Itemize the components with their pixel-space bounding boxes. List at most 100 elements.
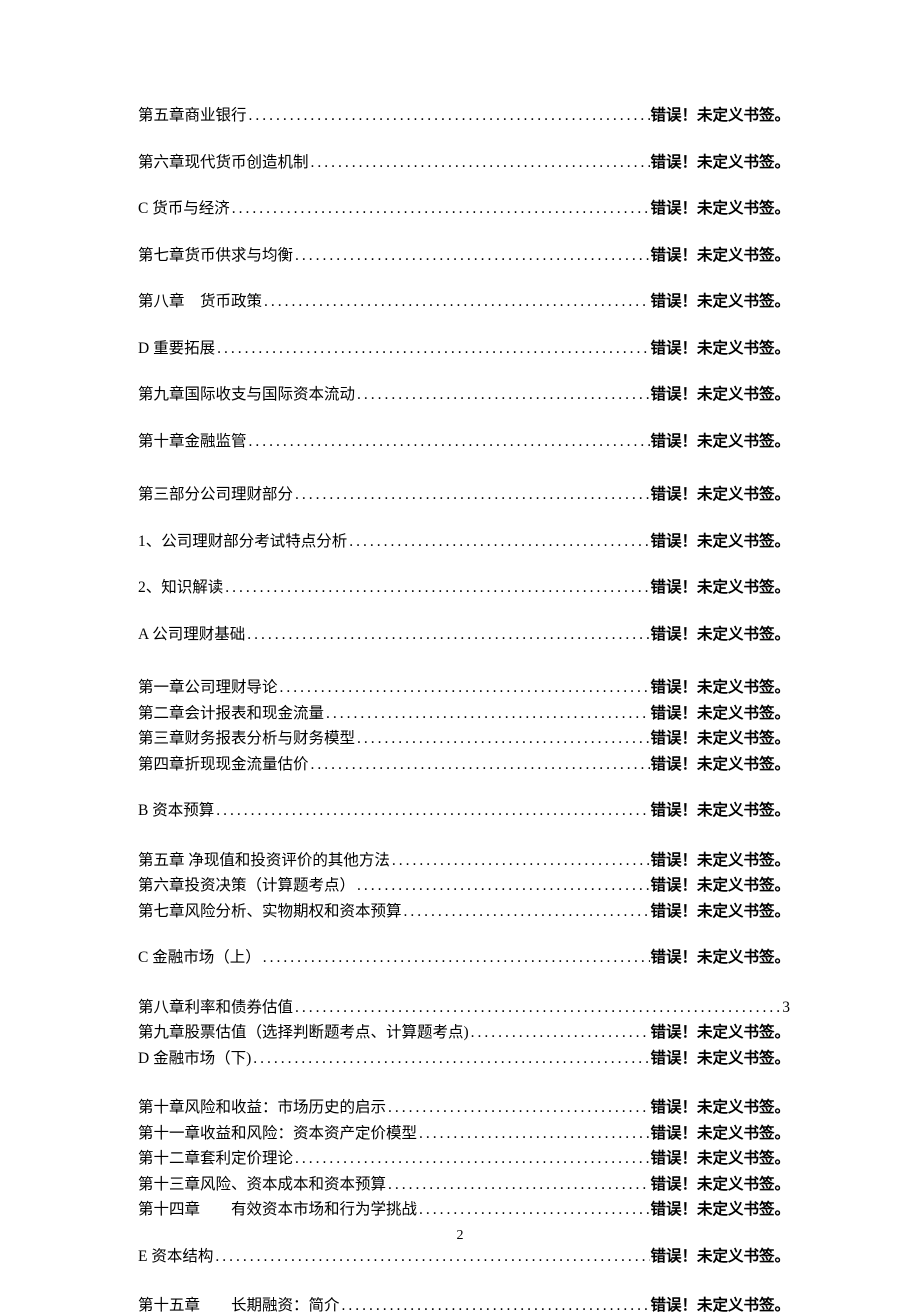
toc-entry[interactable]: 2、知识解读..................................…: [138, 580, 790, 596]
toc-entry-label: 第五章 净现值和投资评价的其他方法: [138, 853, 390, 869]
toc-entry[interactable]: 第五章商业银行.................................…: [138, 108, 790, 124]
toc-entry-page: 错误！未定义书签。: [650, 341, 790, 357]
toc-dots: ........................................…: [347, 534, 650, 550]
toc-entry-page: 错误！未定义书签。: [650, 155, 790, 171]
toc-entry-page: 错误！未定义书签。: [650, 680, 790, 696]
toc-dots: ........................................…: [261, 950, 651, 966]
toc-entry[interactable]: 第五章 净现值和投资评价的其他方法.......................…: [138, 853, 790, 869]
toc-dots: ........................................…: [215, 341, 650, 357]
toc-dots: ........................................…: [230, 201, 651, 217]
toc-entry-label: C 货币与经济: [138, 201, 230, 217]
toc-entry-label: 第八章 货币政策: [138, 294, 262, 310]
toc-entry-page: 错误！未定义书签。: [650, 757, 790, 773]
toc-entry-label: C 金融市场（上）: [138, 950, 261, 966]
toc-entry-label: 1、公司理财部分考试特点分析: [138, 534, 347, 550]
toc-entry-label: 第四章折现现金流量估价: [138, 757, 309, 773]
toc-entry-label: D 金融市场（下): [138, 1051, 251, 1067]
toc-entry-label: 第九章国际收支与国际资本流动: [138, 387, 355, 403]
toc-entry-page: 错误！未定义书签。: [650, 1249, 790, 1265]
toc-entry[interactable]: 第六章现代货币创造机制.............................…: [138, 155, 790, 171]
toc-dots: ........................................…: [309, 757, 651, 773]
toc-entry-page: 错误！未定义书签。: [650, 706, 790, 722]
toc-entry-label: 2、知识解读: [138, 580, 223, 596]
toc-entry-label: 第十章风险和收益：市场历史的启示: [138, 1100, 386, 1116]
toc-entry-label: 第五章商业银行: [138, 108, 247, 124]
toc-entry[interactable]: 第四章折现现金流量估价.............................…: [138, 757, 790, 773]
toc-entry-label: D 重要拓展: [138, 341, 215, 357]
toc-entry[interactable]: C 货币与经济.................................…: [138, 201, 790, 217]
toc-entry[interactable]: 1、公司理财部分考试特点分析..........................…: [138, 534, 790, 550]
toc-entry[interactable]: D 重要拓展..................................…: [138, 341, 790, 357]
toc-entry[interactable]: C 金融市场（上）...............................…: [138, 950, 790, 966]
toc-entry-label: 第一章公司理财导论: [138, 680, 278, 696]
toc-entry-page: 错误！未定义书签。: [650, 201, 790, 217]
toc-entry[interactable]: 第九章股票估值（选择判断题考点、计算题考点)..................…: [138, 1025, 790, 1041]
toc-entry[interactable]: A 公司理财基础................................…: [138, 627, 790, 643]
toc-entry-page: 3: [782, 1000, 790, 1016]
toc-dots: ........................................…: [402, 904, 651, 920]
toc-entry-page: 错误！未定义书签。: [650, 1025, 790, 1041]
toc-entry-label: 第三部分公司理财部分: [138, 487, 293, 503]
toc-entry[interactable]: 第八章 货币政策................................…: [138, 294, 790, 310]
toc-dots: ........................................…: [293, 1000, 782, 1016]
toc-dots: ........................................…: [214, 803, 650, 819]
toc-entry-page: 错误！未定义书签。: [650, 1202, 790, 1218]
toc-page: 第五章商业银行.................................…: [0, 0, 920, 1314]
toc-entry[interactable]: 第二章会计报表和现金流量............................…: [138, 706, 790, 722]
toc-entry[interactable]: 第十三章风险、资本成本和资本预算........................…: [138, 1177, 790, 1193]
toc-entry-page: 错误！未定义书签。: [650, 904, 790, 920]
toc-entry[interactable]: 第七章风险分析、实物期权和资本预算.......................…: [138, 904, 790, 920]
toc-entry[interactable]: 第八章利率和债券估值..............................…: [138, 1000, 790, 1016]
toc-entry-label: 第二章会计报表和现金流量: [138, 706, 324, 722]
toc-dots: ........................................…: [390, 853, 651, 869]
toc-entry-label: 第十一章收益和风险：资本资产定价模型: [138, 1126, 417, 1142]
toc-entry-label: 第十章金融监管: [138, 434, 247, 450]
toc-entry[interactable]: 第十五章 长期融资：简介............................…: [138, 1298, 790, 1314]
toc-entry-label: 第九章股票估值（选择判断题考点、计算题考点): [138, 1025, 469, 1041]
toc-entry[interactable]: 第十章金融监管.................................…: [138, 434, 790, 450]
toc-dots: ........................................…: [247, 108, 651, 124]
toc-entry[interactable]: E 资本结构..................................…: [138, 1249, 790, 1265]
toc-dots: ........................................…: [355, 387, 650, 403]
toc-entry-label: 第三章财务报表分析与财务模型: [138, 731, 355, 747]
toc-entry-label: 第十五章 长期融资：简介: [138, 1298, 340, 1314]
toc-entry[interactable]: D 金融市场（下)...............................…: [138, 1051, 790, 1067]
toc-entry-page: 错误！未定义书签。: [650, 950, 790, 966]
toc-entry-page: 错误！未定义书签。: [650, 853, 790, 869]
toc-entry-label: A 公司理财基础: [138, 627, 245, 643]
toc-entry[interactable]: 第十四章 有效资本市场和行为学挑战.......................…: [138, 1202, 790, 1218]
toc-entry-page: 错误！未定义书签。: [650, 294, 790, 310]
toc-entry-page: 错误！未定义书签。: [650, 1177, 790, 1193]
toc-entry[interactable]: 第九章国际收支与国际资本流动..........................…: [138, 387, 790, 403]
toc-entry[interactable]: 第一章公司理财导论...............................…: [138, 680, 790, 696]
toc-entry[interactable]: 第六章投资决策（计算题考点）..........................…: [138, 878, 790, 894]
toc-entry-page: 错误！未定义书签。: [650, 1100, 790, 1116]
toc-dots: ........................................…: [293, 248, 650, 264]
toc-entry-label: 第十四章 有效资本市场和行为学挑战: [138, 1202, 417, 1218]
toc-dots: ........................................…: [278, 680, 651, 696]
toc-entry[interactable]: 第三章财务报表分析与财务模型..........................…: [138, 731, 790, 747]
toc-dots: ........................................…: [355, 731, 650, 747]
toc-dots: ........................................…: [386, 1100, 650, 1116]
toc-entry-label: 第十三章风险、资本成本和资本预算: [138, 1177, 386, 1193]
page-number: 2: [0, 1228, 920, 1244]
toc-entry[interactable]: 第三部分公司理财部分..............................…: [138, 487, 790, 503]
toc-entry[interactable]: 第十二章套利定价理论..............................…: [138, 1151, 790, 1167]
toc-entry[interactable]: 第七章货币供求与均衡..............................…: [138, 248, 790, 264]
toc-entry[interactable]: 第十章风险和收益：市场历史的启示........................…: [138, 1100, 790, 1116]
toc-entry-label: B 资本预算: [138, 803, 214, 819]
toc-list: 第五章商业银行.................................…: [138, 108, 790, 1314]
toc-entry-page: 错误！未定义书签。: [650, 803, 790, 819]
toc-entry-page: 错误！未定义书签。: [650, 534, 790, 550]
toc-entry-page: 错误！未定义书签。: [650, 1051, 790, 1067]
toc-entry-page: 错误！未定义书签。: [650, 878, 790, 894]
toc-entry-page: 错误！未定义书签。: [650, 1151, 790, 1167]
toc-dots: ........................................…: [251, 1051, 650, 1067]
toc-entry[interactable]: B 资本预算..................................…: [138, 803, 790, 819]
toc-dots: ........................................…: [213, 1249, 650, 1265]
toc-entry-page: 错误！未定义书签。: [650, 434, 790, 450]
toc-entry-page: 错误！未定义书签。: [650, 627, 790, 643]
toc-dots: ........................................…: [355, 878, 650, 894]
toc-entry[interactable]: 第十一章收益和风险：资本资产定价模型......................…: [138, 1126, 790, 1142]
toc-entry-label: 第六章现代货币创造机制: [138, 155, 309, 171]
